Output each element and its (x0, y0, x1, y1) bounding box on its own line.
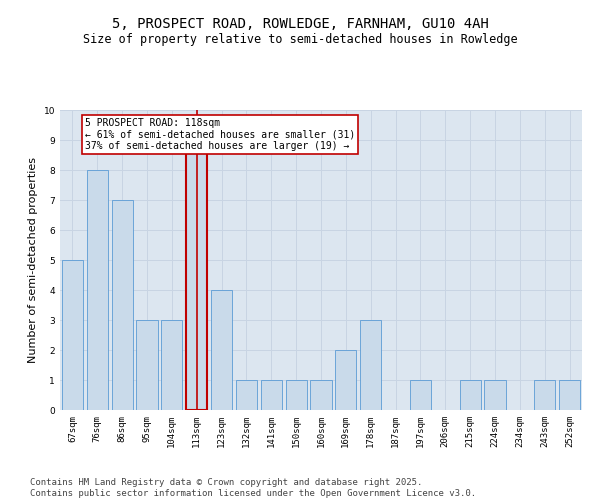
Bar (484, 380, 506, 410)
Bar (360, 320, 381, 410)
Bar (186, 140, 207, 410)
Bar (112, 200, 133, 410)
Bar (335, 350, 356, 410)
Bar (286, 380, 307, 410)
Bar (211, 290, 232, 410)
Text: Contains HM Land Registry data © Crown copyright and database right 2025.
Contai: Contains HM Land Registry data © Crown c… (30, 478, 476, 498)
Bar (460, 380, 481, 410)
Bar (62, 260, 83, 410)
Bar (534, 380, 555, 410)
Bar (87, 170, 108, 410)
Bar (236, 380, 257, 410)
Text: 5, PROSPECT ROAD, ROWLEDGE, FARNHAM, GU10 4AH: 5, PROSPECT ROAD, ROWLEDGE, FARNHAM, GU1… (112, 18, 488, 32)
Text: 5 PROSPECT ROAD: 118sqm
← 61% of semi-detached houses are smaller (31)
37% of se: 5 PROSPECT ROAD: 118sqm ← 61% of semi-de… (85, 118, 355, 150)
Text: Size of property relative to semi-detached houses in Rowledge: Size of property relative to semi-detach… (83, 32, 517, 46)
Y-axis label: Number of semi-detached properties: Number of semi-detached properties (28, 157, 38, 363)
Bar (559, 380, 580, 410)
Bar (261, 380, 282, 410)
Bar (310, 380, 332, 410)
Bar (410, 380, 431, 410)
Bar (161, 320, 182, 410)
Bar (136, 320, 158, 410)
